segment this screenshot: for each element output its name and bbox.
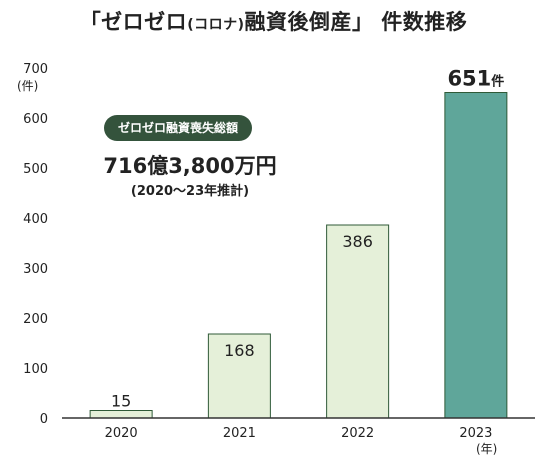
bar-value-label-2021: 168 <box>224 341 255 360</box>
bar-2023 <box>444 92 508 419</box>
bar-2020 <box>89 410 153 419</box>
bar-value-label-2020: 15 <box>111 392 131 411</box>
bar-2021 <box>207 333 271 419</box>
x-tick-label: 2022 <box>341 426 374 441</box>
y-tick-label: 200 <box>23 312 48 327</box>
y-axis-unit: (件) <box>17 79 39 93</box>
bar-2022 <box>326 224 390 419</box>
loss-total-amount: 716億3,800万円 <box>103 154 277 178</box>
y-tick-label: 700 <box>23 62 48 77</box>
x-tick-label: 2020 <box>105 426 138 441</box>
y-tick-label: 300 <box>23 262 48 277</box>
y-tick-label: 100 <box>23 362 48 377</box>
y-tick-label: 0 <box>40 412 48 427</box>
x-tick-label: 2021 <box>223 426 256 441</box>
y-tick-label: 600 <box>23 112 48 127</box>
title-paren: (コロナ) <box>187 17 245 33</box>
bar-value-label-2023: 651件 <box>447 67 504 91</box>
title-close: 融資後倒産」 件数推移 <box>244 10 468 34</box>
title-open: 「ゼロゼロ <box>79 10 188 34</box>
x-axis-unit: (年) <box>476 442 498 456</box>
chart-title: 「ゼロゼロ(コロナ)融資後倒産」 件数推移 <box>0 6 547 36</box>
y-tick-label: 500 <box>23 162 48 177</box>
y-tick-label: 400 <box>23 212 48 227</box>
x-tick-label: 2023 <box>459 426 492 441</box>
loss-total-badge: ゼロゼロ融資喪失総額 <box>104 115 252 141</box>
bar-value-label-2022: 386 <box>342 232 373 251</box>
loss-total-note: (2020～23年推計) <box>130 184 250 199</box>
